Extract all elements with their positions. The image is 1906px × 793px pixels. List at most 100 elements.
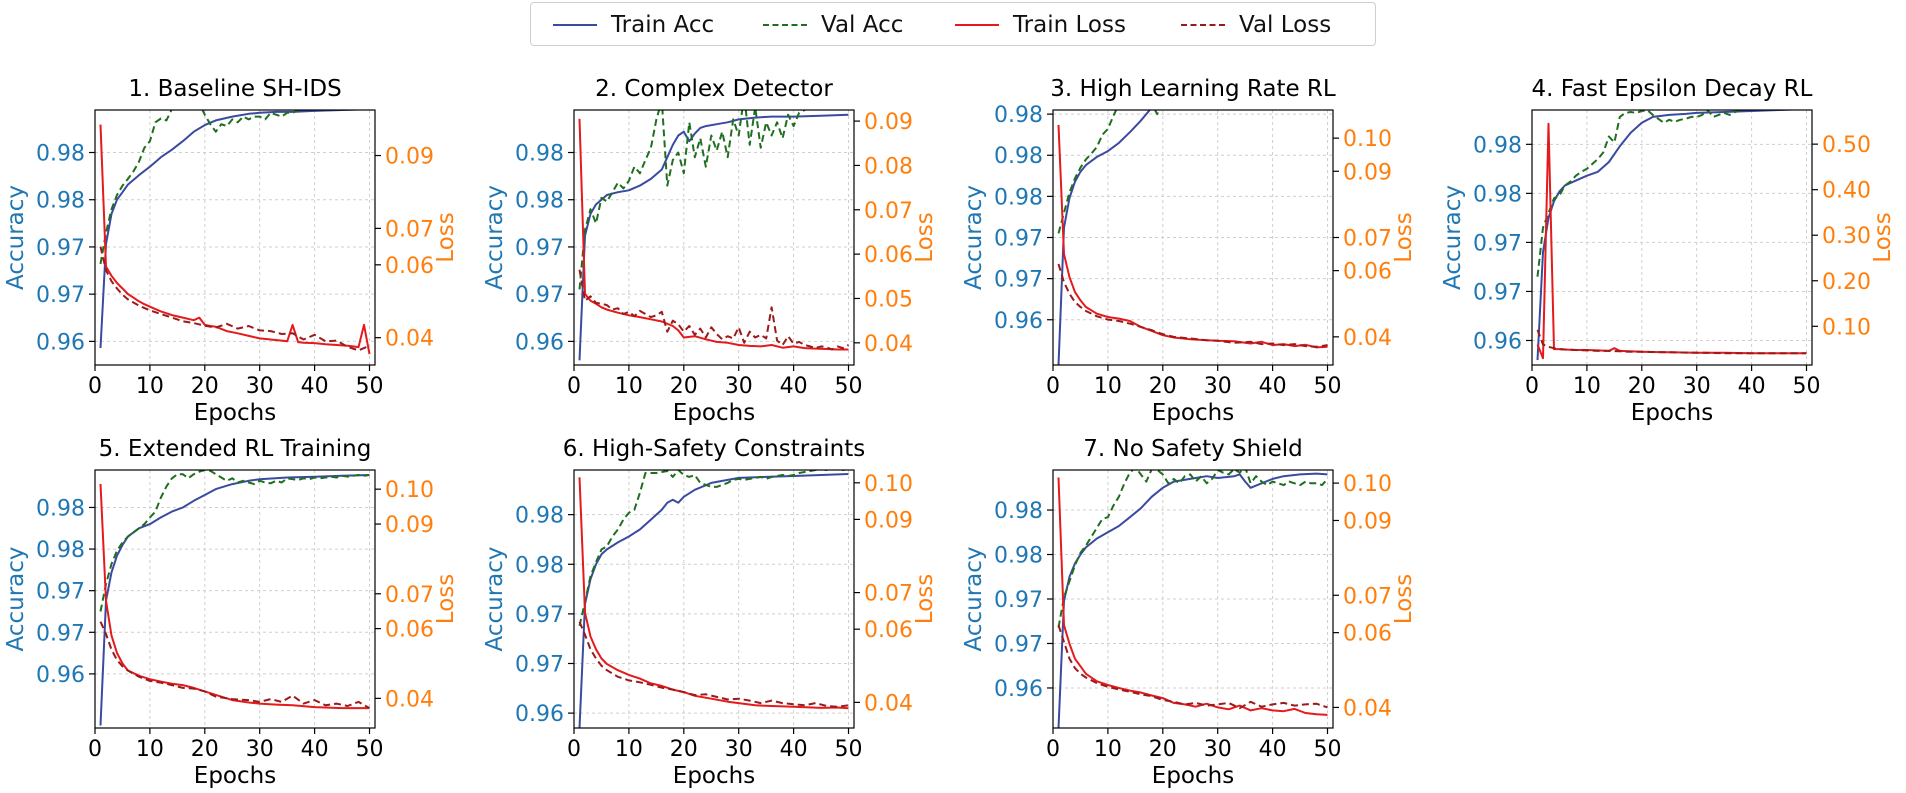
legend-label-val-acc: Val Acc: [821, 12, 904, 38]
x-tick-label: 0: [567, 374, 581, 399]
y2-axis-label: Loss: [433, 212, 459, 262]
x-tick-label: 40: [780, 374, 808, 399]
y2-tick-label: 0.10: [864, 472, 913, 497]
x-tick-label: 40: [780, 737, 808, 762]
subplot-5: 0 10 20 30 40 50 0.96 0.97 0.97 0.98 0.98 0.04 0.06 0…: [3, 436, 459, 789]
legend-swatch-train-loss: [955, 24, 999, 26]
x-tick-label: 10: [615, 374, 643, 399]
x-tick-label: 30: [1204, 737, 1232, 762]
y-tick-label: 0.97: [515, 653, 564, 678]
series-group: [578, 110, 849, 361]
x-axis-label: Epochs: [673, 763, 755, 789]
y-tick-label: 0.98: [994, 499, 1043, 524]
y-axis-label: Accuracy: [1440, 185, 1466, 290]
y-axis-label: Accuracy: [961, 546, 987, 651]
y-tick-label: 0.96: [36, 330, 85, 355]
x-tick-label: 20: [1149, 374, 1177, 399]
series-val-acc: [1536, 110, 1758, 277]
y-tick-label: 0.96: [994, 309, 1043, 334]
legend-item-train-loss: Train Loss: [955, 3, 1126, 47]
y-tick-label: 0.98: [36, 142, 85, 167]
subplot-title: 7. No Safety Shield: [1083, 436, 1302, 462]
y-tick-label: 0.96: [515, 330, 564, 355]
series-val-acc: [1057, 470, 1329, 628]
series-train-loss: [578, 477, 849, 710]
subplot-3: 0 10 20 30 40 50 0.96 0.97 0.97 0.98 0.98 0.98 0.04 0…: [961, 76, 1417, 426]
y2-tick-label: 0.06: [385, 254, 434, 279]
y2-tick-label: 0.06: [864, 243, 913, 268]
series-train-acc: [578, 473, 849, 728]
legend-label-train-acc: Train Acc: [611, 12, 715, 38]
y2-tick-label: 0.09: [864, 508, 913, 533]
x-tick-label: 40: [1259, 737, 1287, 762]
x-tick-label: 10: [136, 374, 164, 399]
axes-frame: [94, 109, 376, 366]
series-val-loss: [578, 269, 849, 351]
series-train-acc: [1536, 110, 1807, 361]
x-tick-label: 10: [1094, 374, 1122, 399]
y-tick-label: 0.97: [1473, 231, 1522, 256]
x-tick-label: 50: [1314, 374, 1342, 399]
y2-axis-label: Loss: [912, 574, 938, 624]
x-tick-label: 0: [1046, 737, 1060, 762]
legend-item-val-acc: Val Acc: [763, 3, 903, 47]
y2-axis-label: Loss: [1391, 212, 1417, 262]
x-tick-label: 30: [246, 374, 274, 399]
y2-tick-label: 0.30: [1822, 224, 1871, 249]
y2-tick-label: 0.07: [864, 582, 913, 607]
legend-label-val-loss: Val Loss: [1239, 12, 1332, 38]
y-axis-label: Accuracy: [961, 185, 987, 290]
x-tick-label: 40: [301, 374, 329, 399]
y2-tick-label: 0.06: [864, 618, 913, 643]
legend-swatch-val-acc: [763, 24, 807, 26]
x-tick-label: 10: [1094, 737, 1122, 762]
y-tick-label: 0.98: [515, 553, 564, 578]
x-tick-label: 10: [136, 737, 164, 762]
series-val-acc: [1057, 110, 1160, 234]
series-group: [99, 110, 371, 355]
y2-tick-label: 0.06: [385, 618, 434, 643]
legend-label-train-loss: Train Loss: [1013, 12, 1126, 38]
y-tick-label: 0.96: [36, 663, 85, 688]
y-tick-label: 0.98: [994, 185, 1043, 210]
y-tick-label: 0.97: [994, 632, 1043, 657]
y2-tick-label: 0.06: [1343, 622, 1392, 647]
x-axis-label: Epochs: [194, 400, 276, 426]
y2-tick-label: 0.07: [385, 583, 434, 608]
y-tick-label: 0.98: [36, 538, 85, 563]
y2-axis-label: Loss: [1391, 574, 1417, 624]
legend-item-val-loss: Val Loss: [1181, 3, 1331, 47]
series-train-acc: [99, 110, 370, 349]
series-group: [1057, 110, 1328, 365]
x-axis-label: Epochs: [673, 400, 755, 426]
x-tick-label: 30: [1204, 374, 1232, 399]
x-tick-label: 50: [1314, 737, 1342, 762]
y-tick-label: 0.97: [994, 588, 1043, 613]
x-tick-label: 30: [1683, 374, 1711, 399]
y2-tick-label: 0.10: [1343, 472, 1392, 497]
x-tick-label: 50: [1793, 374, 1821, 399]
y2-tick-label: 0.05: [864, 287, 913, 312]
series-val-loss: [1536, 329, 1807, 355]
y2-axis-label: Loss: [433, 574, 459, 624]
series-train-loss: [578, 118, 849, 351]
x-tick-label: 30: [725, 737, 753, 762]
y2-tick-label: 0.04: [1343, 696, 1392, 721]
y-tick-label: 0.97: [994, 227, 1043, 252]
y2-tick-label: 0.04: [1343, 326, 1392, 351]
y-tick-label: 0.97: [36, 621, 85, 646]
series-val-loss: [1057, 263, 1328, 348]
y-tick-label: 0.96: [994, 677, 1043, 702]
x-tick-label: 30: [725, 374, 753, 399]
x-axis-label: Epochs: [1152, 400, 1234, 426]
y2-tick-label: 0.10: [1343, 127, 1392, 152]
y2-axis-label: Loss: [912, 212, 938, 262]
y2-tick-label: 0.06: [1343, 260, 1392, 285]
y2-tick-label: 0.07: [864, 199, 913, 224]
x-tick-label: 0: [88, 737, 102, 762]
series-train-loss: [99, 483, 370, 710]
series-val-acc: [99, 110, 317, 265]
y-tick-label: 0.98: [515, 142, 564, 167]
x-tick-label: 50: [356, 737, 384, 762]
y2-axis-label: Loss: [1870, 212, 1896, 262]
